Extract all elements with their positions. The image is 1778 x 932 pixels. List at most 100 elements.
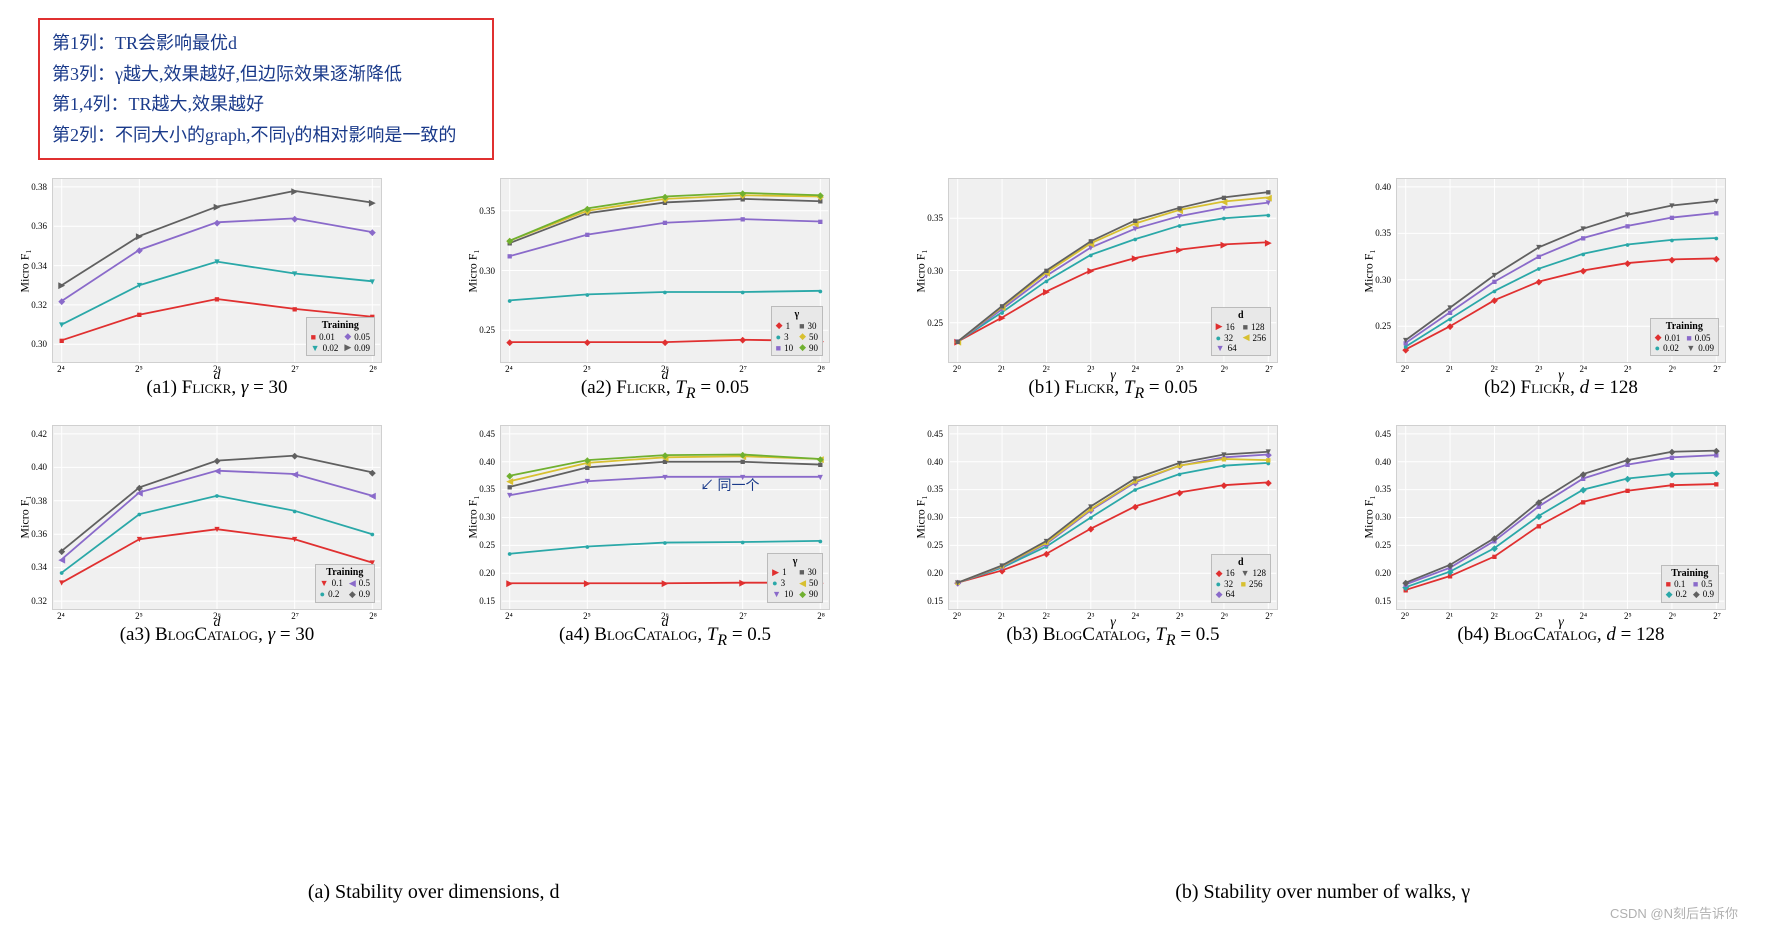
svg-text:●: ● [1536,264,1541,274]
svg-text:▼: ▼ [1042,536,1051,546]
svg-text:●: ● [818,286,823,296]
svg-text:●: ● [1580,249,1585,259]
svg-text:◆: ◆ [1087,523,1094,533]
x-ticks: 2⁴2⁵2⁶2⁷2⁸ [53,364,381,376]
panel-b1: ▶▶▶▶▶▶▶▶●●●●●●●●▼▼▼▼▼▼▼▼◀◀◀◀◀◀◀◀■■■■■■■■… [924,178,1302,403]
svg-text:■: ■ [1669,213,1674,223]
svg-text:▼: ▼ [135,534,144,544]
legend-item: ◆ 64 [1216,589,1235,600]
svg-text:◀: ◀ [214,465,221,475]
svg-text:■: ■ [1625,221,1630,231]
svg-text:▶: ▶ [1043,286,1050,296]
svg-text:■: ■ [585,230,590,240]
svg-text:◆: ◆ [58,546,65,556]
legend-box: γ▶ 1■ 30● 3◀ 50▼ 10◆ 90 [767,553,823,603]
svg-text:■: ■ [214,294,219,304]
svg-text:◆: ◆ [506,337,513,347]
x-ticks: 2⁴2⁵2⁶2⁷2⁸ [501,364,829,376]
svg-text:▼: ▼ [1131,473,1140,483]
svg-text:●: ● [585,541,590,551]
svg-text:■: ■ [1580,497,1585,507]
legend-item: ▶ 16 [1216,321,1237,332]
legend-item: ● 3 [772,578,793,589]
svg-text:●: ● [585,289,590,299]
svg-text:▶: ▶ [506,578,513,588]
svg-text:◆: ◆ [739,449,746,459]
svg-text:■: ■ [1580,233,1585,243]
svg-text:◆: ◆ [1713,468,1720,478]
legend-item: ▼ 0.1 [320,578,343,589]
panel-a2: ◆◆◆◆◆●●●●●■■■■■■■■■■◆◆◆◆◆◆◆◆◆◆ Micro F₁ … [476,178,854,403]
legend-item: ▼ 0.02 [311,342,339,353]
legend-item: ◆ 50 [799,331,818,342]
svg-text:●: ● [507,295,512,305]
legend-item: ■ 10 [776,342,793,353]
legend-item: ◀ 0.5 [349,578,370,589]
svg-text:▼: ▼ [998,560,1007,570]
panel-a3: ▼▼▼▼▼●●●●●◀◀◀◀◀◆◆◆◆◆ Micro F₁ d 0.320.34… [28,425,406,650]
handwritten-arrow-note: ↙ 同一个 [700,475,760,495]
svg-text:▶: ▶ [58,280,65,290]
svg-text:▼: ▼ [57,320,66,330]
svg-text:◆: ◆ [1580,265,1587,275]
legend-item: ◆ 0.05 [344,331,370,342]
panel-b3: ◆◆◆◆◆◆◆◆●●●●●●●●◆◆◆◆◆◆◆◆■■■■■■■■▼▼▼▼▼▼▼▼… [924,425,1302,650]
svg-text:◆: ◆ [291,213,298,223]
chart-a1: ■■■■■▼▼▼▼▼◆◆◆◆◆▶▶▶▶▶ Micro F₁ d 0.300.32… [52,178,382,363]
svg-text:●: ● [740,537,745,547]
svg-text:●: ● [1625,239,1630,249]
legend-title: γ [772,556,818,567]
svg-text:▼: ▼ [213,257,222,267]
svg-text:▼: ▼ [583,476,592,486]
svg-text:■: ■ [1536,521,1541,531]
svg-text:▶: ▶ [369,198,376,208]
legend-title: Training [1666,568,1714,579]
svg-text:■: ■ [59,335,64,345]
svg-text:◆: ◆ [584,337,591,347]
legend-item: ◀ 256 [1243,332,1266,343]
svg-text:◆: ◆ [662,191,669,201]
main-captions-row: (a) Stability over dimensions, d (b) Sta… [0,881,1778,904]
legend-item: ◆ 0.2 [1666,589,1687,600]
legend-box: Training■ 0.01◆ 0.05▼ 0.02▶ 0.09 [306,317,375,356]
svg-text:◆: ◆ [369,467,376,477]
svg-text:▼: ▼ [135,280,144,290]
svg-text:◆: ◆ [1669,254,1676,264]
legend-title: Training [320,567,370,578]
svg-text:◆: ◆ [1132,501,1139,511]
svg-text:■: ■ [1625,486,1630,496]
y-ticks: 0.150.200.250.300.350.400.45 [919,426,945,609]
legend-item: ▶ 0.09 [344,342,370,353]
legend-title: Training [1655,321,1714,332]
y-ticks: 0.150.200.250.300.350.400.45 [1367,426,1393,609]
legend-box: Training◆ 0.01■ 0.05● 0.02▼ 0.09 [1650,318,1719,356]
svg-text:▼: ▼ [1264,447,1273,457]
svg-text:▼: ▼ [953,577,962,587]
svg-text:▼: ▼ [1490,270,1499,280]
svg-text:▼: ▼ [1401,335,1410,345]
svg-text:■: ■ [1266,187,1271,197]
svg-text:◆: ◆ [1491,533,1498,543]
svg-text:◆: ◆ [1624,473,1631,483]
chart-b2: ◆◆◆◆◆◆◆◆●●●●●●●●■■■■■■■■▼▼▼▼▼▼▼▼ Micro F… [1396,178,1726,363]
chart-a3: ▼▼▼▼▼●●●●●◀◀◀◀◀◆◆◆◆◆ Micro F₁ d 0.320.34… [52,425,382,610]
svg-text:●: ● [1177,221,1182,231]
svg-text:▼: ▼ [1446,303,1455,313]
svg-text:■: ■ [1221,192,1226,202]
svg-text:●: ● [370,529,375,539]
svg-text:◆: ◆ [1176,487,1183,497]
chart-b4: ■■■■■■■■◆◆◆◆◆◆◆◆■■■■■■■■◆◆◆◆◆◆◆◆ Micro F… [1396,425,1726,610]
svg-text:▶: ▶ [1087,265,1094,275]
legend-item: ● 3 [776,331,793,342]
legend-item: ◆ 0.01 [1655,332,1681,343]
svg-text:◆: ◆ [1624,455,1631,465]
annotation-line: 第2列：不同大小的graph,不同γ的相对影响是一致的 [52,120,480,151]
caption-a: (a) Stability over dimensions, d [308,881,560,904]
svg-text:◆: ◆ [1624,258,1631,268]
svg-text:●: ● [214,491,219,501]
svg-text:▶: ▶ [1221,239,1228,249]
legend-box: γ◆ 1■ 30● 3◆ 50■ 10◆ 90 [771,306,823,356]
svg-text:■: ■ [818,217,823,227]
svg-text:▼: ▼ [1712,196,1721,206]
svg-text:◆: ◆ [214,455,221,465]
